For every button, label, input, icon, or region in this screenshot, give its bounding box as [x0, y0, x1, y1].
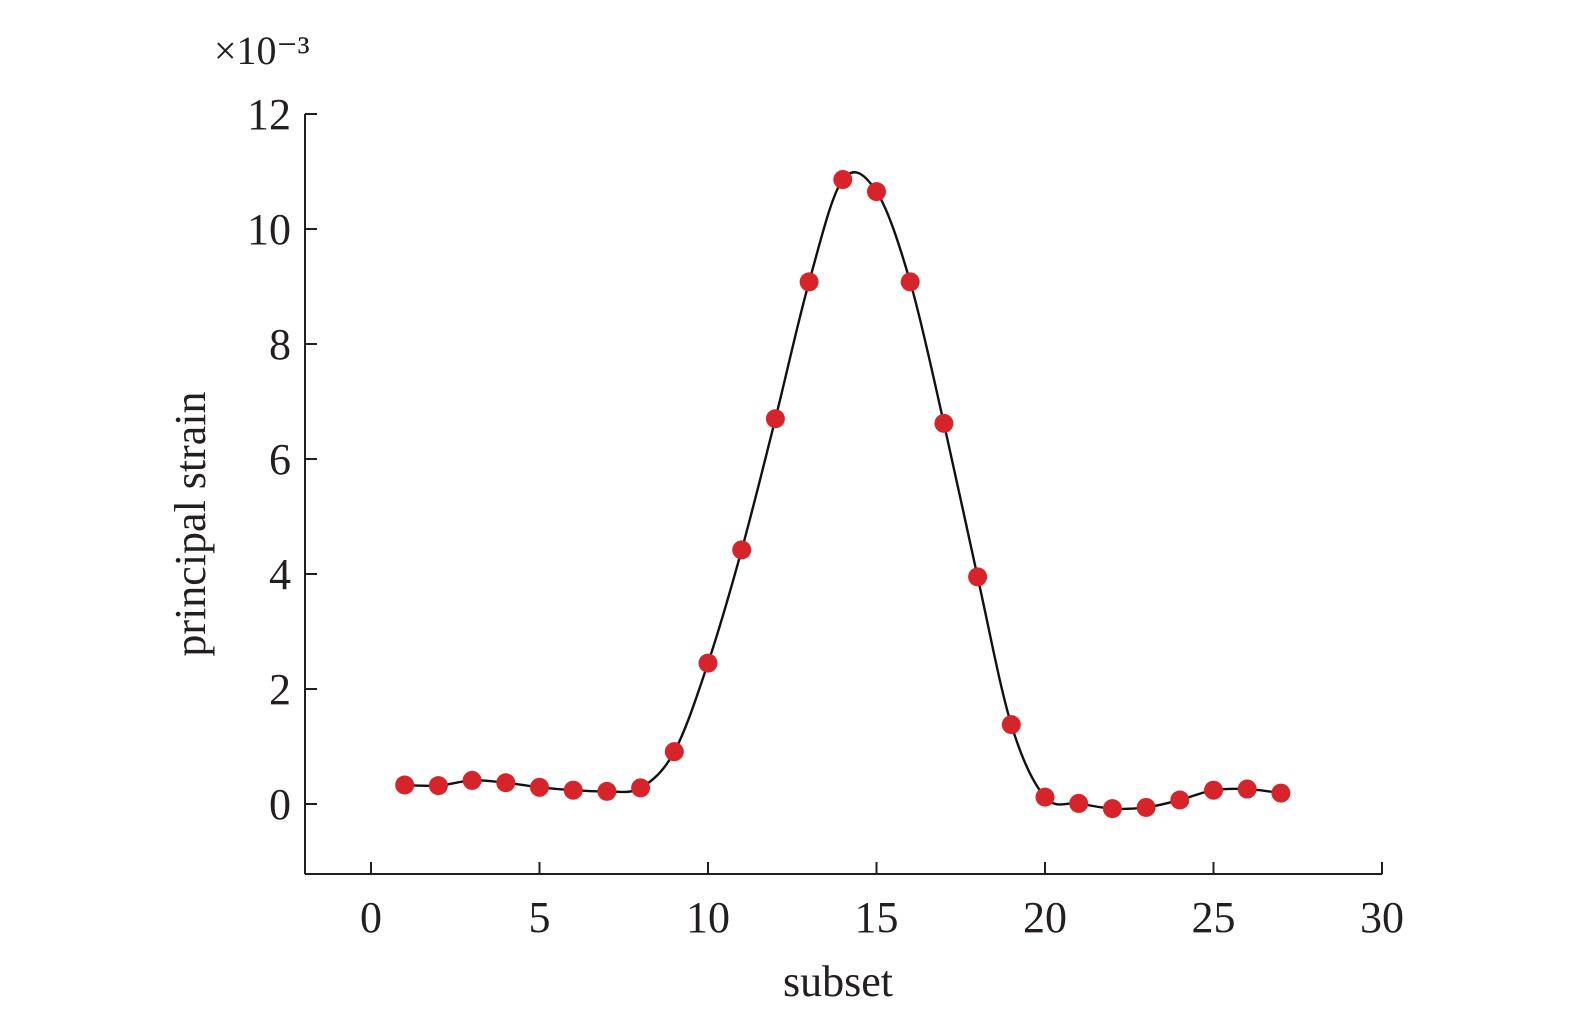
data-point [799, 272, 819, 292]
data-point [496, 773, 516, 793]
y-axis-multiplier: ×10⁻³ [214, 28, 310, 73]
x-axis-title: subset [783, 957, 893, 1006]
data-point [1035, 787, 1055, 807]
data-point [1271, 783, 1291, 803]
y-axis-title: principal strain [166, 391, 215, 656]
data-points [395, 170, 1291, 819]
data-point [1102, 799, 1122, 819]
y-axis-ticks: 0 2 4 6 8 10 12 [247, 90, 317, 829]
data-point [1136, 797, 1156, 817]
data-point [462, 770, 482, 790]
x-tick-label: 5 [529, 893, 551, 942]
x-axis-ticks: 0 5 10 15 20 25 30 [360, 862, 1404, 942]
data-point [968, 567, 988, 587]
data-point [631, 778, 651, 798]
y-tick-label: 8 [269, 320, 291, 369]
y-tick-label: 10 [247, 205, 291, 254]
data-point [1204, 780, 1223, 800]
y-tick-label: 4 [269, 550, 291, 599]
data-point [1170, 790, 1190, 810]
x-tick-label: 20 [1023, 893, 1067, 942]
x-tick-label: 10 [686, 893, 730, 942]
data-point [934, 413, 954, 433]
data-point [597, 781, 617, 801]
y-tick-label: 12 [247, 90, 291, 139]
data-point [395, 775, 415, 795]
series [395, 170, 1291, 819]
data-point [732, 540, 752, 560]
data-point [867, 182, 886, 202]
series-line [404, 171, 1282, 811]
x-tick-label: 15 [855, 893, 899, 942]
x-tick-label: 0 [360, 893, 382, 942]
x-tick-label: 30 [1360, 893, 1404, 942]
data-point [1069, 793, 1089, 813]
data-point [900, 272, 920, 292]
data-point [698, 653, 718, 673]
axes [304, 114, 1382, 875]
data-point [530, 777, 549, 797]
y-tick-label: 2 [269, 665, 291, 714]
data-point [765, 409, 785, 429]
data-point [833, 170, 853, 190]
data-point [563, 780, 583, 800]
data-point [664, 742, 684, 762]
y-tick-label: 6 [269, 435, 291, 484]
x-tick-label: 25 [1192, 893, 1236, 942]
y-tick-label: 0 [269, 780, 291, 829]
data-point [1001, 715, 1021, 735]
data-point [428, 776, 448, 796]
data-point [1237, 779, 1257, 799]
